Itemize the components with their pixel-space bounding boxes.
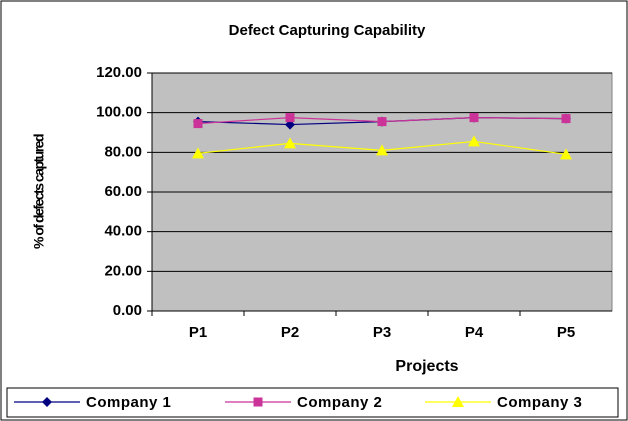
data-point [285, 113, 295, 123]
x-axis-title: Projects [395, 358, 458, 375]
data-point [377, 117, 387, 127]
legend-label: Company 3 [497, 394, 582, 411]
y-tick-label: 0.00 [113, 302, 142, 319]
y-tick-label: 20.00 [104, 262, 142, 279]
data-point [560, 148, 572, 160]
y-tick-label: 120.00 [96, 64, 142, 81]
y-tick-label: 60.00 [104, 183, 142, 200]
data-point [469, 113, 479, 123]
legend-label: Company 2 [297, 394, 382, 411]
data-point [284, 137, 296, 149]
legend-marker [253, 397, 263, 407]
data-point [468, 135, 480, 147]
x-tick-label: P1 [189, 324, 207, 341]
x-tick-label: P5 [557, 324, 575, 341]
x-tick-label: P2 [281, 324, 299, 341]
x-tick-label: P3 [373, 324, 391, 341]
legend-marker [452, 396, 464, 407]
y-axis-title: % of defects captured [31, 134, 47, 249]
y-tick-label: 100.00 [96, 104, 142, 121]
x-tick-label: P4 [465, 324, 484, 341]
legend-marker [42, 397, 52, 407]
data-point [193, 119, 203, 129]
data-point [376, 144, 388, 156]
y-tick-label: 80.00 [104, 143, 142, 160]
legend-label: Company 1 [86, 394, 171, 411]
y-tick-label: 40.00 [104, 223, 142, 240]
legend [6, 387, 619, 418]
chart-title: Defect Capturing Capability [229, 22, 426, 39]
data-point [192, 147, 204, 159]
data-point [561, 114, 571, 124]
